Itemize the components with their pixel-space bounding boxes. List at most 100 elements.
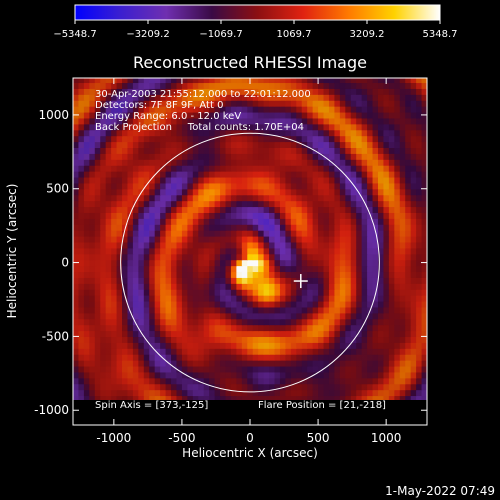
- heatmap-cell: [291, 413, 297, 420]
- heatmap-cell: [313, 413, 319, 420]
- heatmap-cell: [160, 413, 166, 420]
- heatmap-cell: [400, 413, 406, 420]
- heatmap-cell: [95, 413, 101, 420]
- heatmap-cell: [362, 413, 368, 420]
- heatmap-cell: [400, 401, 406, 408]
- heatmap-cell: [285, 413, 291, 420]
- colorbar-tick-label: −1069.7: [199, 29, 242, 40]
- heatmap-cell: [231, 413, 237, 420]
- heatmap-cell: [138, 413, 144, 420]
- heatmap-cell: [334, 413, 340, 420]
- heatmap-cell: [258, 413, 264, 420]
- heatmap-cell: [84, 401, 90, 408]
- heatmap-cell: [416, 413, 422, 420]
- heatmap-cell: [400, 407, 406, 414]
- heatmap-cell: [411, 413, 417, 420]
- heatmap-cell: [176, 413, 182, 420]
- heatmap-cell: [242, 401, 248, 408]
- heatmap-cell: [356, 413, 362, 420]
- heatmap-cell: [302, 413, 308, 420]
- solar-limb-circle: [120, 132, 380, 393]
- heatmap-cell: [389, 413, 395, 420]
- flare-position-label: Flare Position = [21,-218]: [258, 400, 386, 411]
- x-tick-label: 0: [246, 431, 254, 445]
- colorbar-tick-label: 3209.2: [349, 29, 384, 40]
- heatmap-cell: [198, 413, 204, 420]
- y-tick-label: 0: [61, 256, 69, 270]
- flare-marker: [293, 274, 308, 289]
- heatmap-cell: [133, 413, 139, 420]
- heatmap-cell: [378, 413, 384, 420]
- y-tick-label: -1000: [34, 403, 69, 417]
- heatmap-cell: [209, 407, 215, 414]
- heatmap-cell: [345, 413, 351, 420]
- heatmap-cell: [247, 407, 253, 414]
- heatmap-cell: [225, 401, 231, 408]
- heatmap-cell: [351, 413, 357, 420]
- heatmap-cell: [394, 413, 400, 420]
- heatmap-cell: [171, 413, 177, 420]
- heatmap-cell: [220, 407, 226, 414]
- y-tick-label: -500: [42, 329, 69, 343]
- heatmap-cell: [225, 413, 231, 420]
- heatmap-cell: [78, 401, 84, 408]
- heatmap-cell: [236, 401, 242, 408]
- heatmap-cell: [318, 413, 324, 420]
- heatmap-cell: [231, 401, 237, 408]
- heatmap-cell: [231, 407, 237, 414]
- y-tick-label: 500: [46, 182, 69, 196]
- x-tick-label: 500: [307, 431, 330, 445]
- heatmap-cell: [149, 413, 155, 420]
- colorbar-tick-label: 5348.7: [423, 29, 458, 40]
- info-line-energy: Energy Range: 6.0 - 12.0 keV: [95, 111, 241, 122]
- colorbar: [74, 4, 441, 21]
- x-axis-label: Heliocentric X (arcsec): [182, 446, 318, 460]
- heatmap-cell: [411, 407, 417, 414]
- heatmap-cell: [182, 413, 188, 420]
- heatmap-cell: [100, 413, 106, 420]
- heatmap-cell: [111, 413, 117, 420]
- x-tick-label: 1000: [371, 431, 402, 445]
- info-line-time: 30-Apr-2003 21:55:12.000 to 22:01:12.000: [95, 89, 311, 100]
- heatmap-cell: [242, 407, 248, 414]
- colorbar-tick-label: −3209.2: [126, 29, 169, 40]
- heatmap-cell: [78, 407, 84, 414]
- heatmap-cell: [215, 413, 221, 420]
- heatmap-cell: [73, 401, 79, 408]
- heatmap-cell: [329, 413, 335, 420]
- heatmap-cell: [209, 401, 215, 408]
- heatmap-cell: [394, 401, 400, 408]
- heatmap-cell: [106, 413, 112, 420]
- plot-area: [73, 78, 427, 420]
- heatmap-cell: [187, 413, 193, 420]
- heatmap-cell: [220, 401, 226, 408]
- heatmap-cell: [296, 413, 302, 420]
- heatmap-cell: [373, 413, 379, 420]
- heatmap-cell: [383, 413, 389, 420]
- heatmap-cell: [275, 413, 281, 420]
- heatmap-cell: [416, 401, 422, 408]
- heatmap-cell: [89, 413, 95, 420]
- heatmap-cell: [307, 413, 313, 420]
- heatmap-cell: [324, 413, 330, 420]
- heatmap-cell: [269, 413, 275, 420]
- heatmap-cell: [405, 413, 411, 420]
- spin-axis-label: Spin Axis = [373,-125]: [95, 400, 208, 411]
- heatmap-cell: [84, 407, 90, 414]
- heatmap-cell: [405, 401, 411, 408]
- heatmap-cell: [247, 413, 253, 420]
- x-axis-ticks: -1000 -500 0 500 1000: [96, 78, 401, 445]
- heatmap-cell: [127, 413, 133, 420]
- heatmap-cell: [411, 401, 417, 408]
- heatmap-cell: [122, 413, 128, 420]
- heatmap-cell: [215, 401, 221, 408]
- heatmap-cell: [236, 407, 242, 414]
- heatmap-cell: [264, 413, 270, 420]
- x-tick-label: -1000: [96, 431, 131, 445]
- heatmap-cell: [367, 413, 373, 420]
- heatmap-cell: [389, 401, 395, 408]
- heatmap-cell: [84, 413, 90, 420]
- heatmap-cell: [73, 413, 79, 420]
- heatmap-cell: [225, 407, 231, 414]
